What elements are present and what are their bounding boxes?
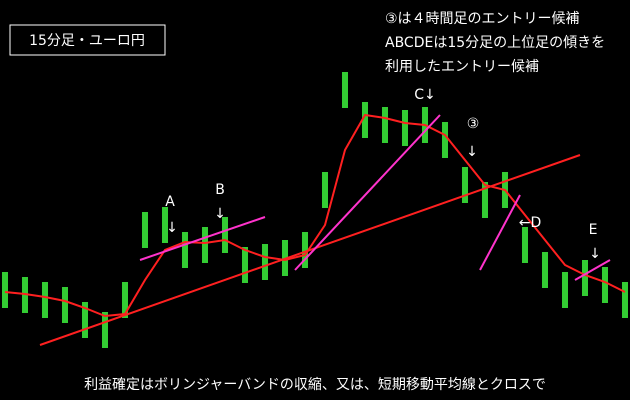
price-bar (402, 110, 408, 146)
trend-line (479, 194, 521, 271)
price-bar (62, 287, 68, 323)
label: B (215, 182, 225, 198)
price-bar (522, 227, 528, 263)
note: ③は４時間足のエントリー候補 (385, 11, 580, 27)
price-bar (262, 244, 268, 280)
note: 利用したエントリー候補 (385, 59, 539, 75)
price-bar (362, 102, 368, 138)
trend-line (294, 114, 441, 271)
price-bar (102, 312, 108, 348)
price-bar (462, 167, 468, 203)
price-bar (602, 267, 608, 303)
price-bar (562, 272, 568, 308)
price-bar (542, 252, 548, 288)
arrow: ↓ (166, 220, 178, 236)
price-bar (322, 172, 328, 208)
price-bar (122, 282, 128, 318)
price-bar (622, 282, 628, 318)
title-box (9, 24, 166, 56)
price-bar (582, 260, 588, 296)
trend-line (574, 259, 611, 281)
price-bar (42, 282, 48, 318)
price-bar (342, 72, 348, 108)
arrow: ↓ (214, 206, 226, 222)
price-bar (222, 217, 228, 253)
price-bar (242, 247, 248, 283)
price-bar (182, 232, 188, 268)
label: A (165, 194, 175, 210)
note: ABCDEは15分足の上位足の傾きを (385, 35, 605, 51)
moving-average (4, 113, 626, 318)
price-bar (382, 107, 388, 143)
label: ③ (467, 116, 480, 132)
price-bar (302, 232, 308, 268)
trend-line (39, 154, 581, 346)
arrow: ↓ (466, 144, 478, 160)
price-bar (202, 227, 208, 263)
label: E (589, 222, 598, 238)
chart-title: 15分足・ユーロ円 (29, 33, 145, 49)
price-bar (442, 122, 448, 158)
arrow: ↓ (589, 246, 601, 262)
label: ←D (519, 215, 542, 231)
price-bar (82, 302, 88, 338)
plot (2, 72, 628, 348)
price-bar (482, 182, 488, 218)
price-bar (162, 207, 168, 243)
price-bar (2, 272, 8, 308)
trend-line (139, 216, 266, 261)
price-bar (142, 212, 148, 248)
label: C↓ (414, 87, 436, 103)
footer: 利益確定はボリンジャーバンドの収縮、又は、短期移動平均線とクロスで (84, 377, 546, 393)
